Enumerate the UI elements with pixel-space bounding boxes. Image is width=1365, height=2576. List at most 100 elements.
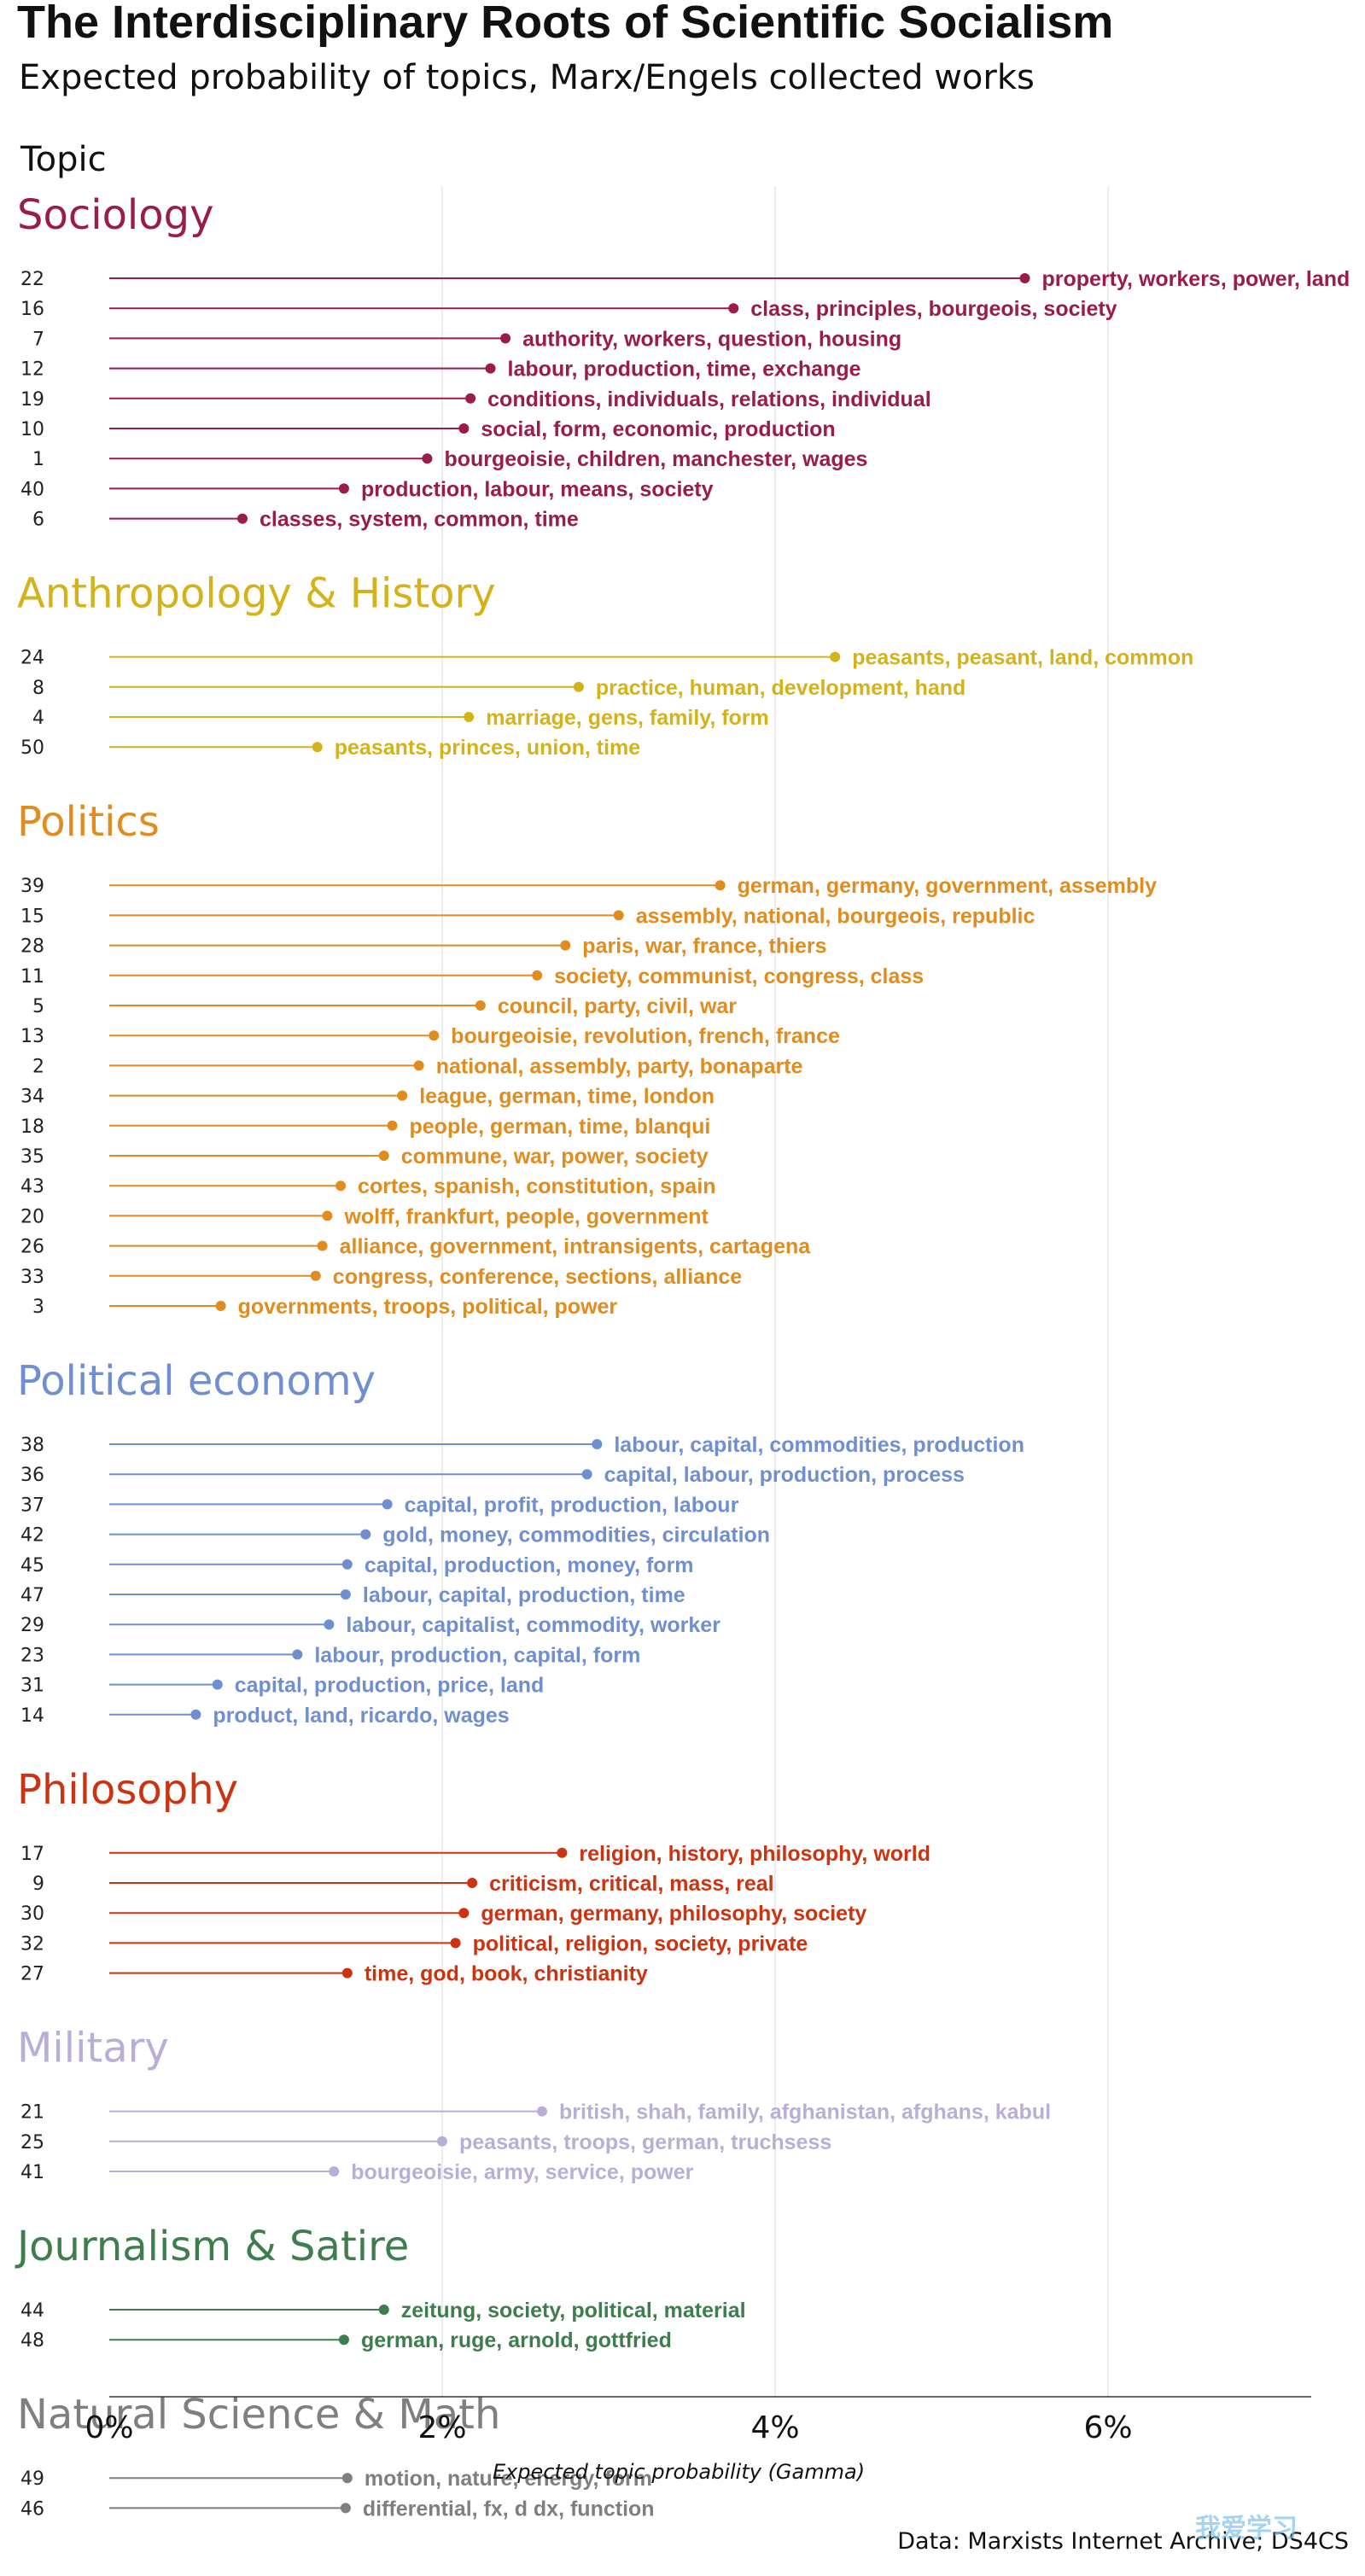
topic-id: 49: [20, 2468, 44, 2490]
topic-row: 9 criticism, critical, mass, real: [32, 1872, 774, 1896]
topic-label: class, principles, bourgeois, society: [750, 297, 1117, 321]
lollipop-dot: [335, 1180, 347, 1192]
topic-row: 8 practice, human, development, hand: [32, 676, 965, 700]
data-caption: Data: Marxists Internet Archive; DS4CS: [897, 2528, 1349, 2555]
group-title: Military: [17, 2025, 169, 2072]
topic-label: practice, human, development, hand: [596, 676, 965, 700]
lollipop-dot: [338, 483, 349, 494]
topic-label: german, germany, philosophy, society: [481, 1902, 866, 1926]
topic-id: 39: [20, 876, 44, 897]
grid-lines: [441, 186, 1109, 2397]
x-tick-label: 2%: [417, 2410, 466, 2445]
topic-group: Military 21 british, shah, family, afghani…: [17, 2025, 1051, 2184]
lollipop-dot: [1019, 273, 1030, 283]
topic-label: motion, nature, energy, form: [365, 2467, 652, 2491]
topic-id: 20: [20, 1206, 44, 1227]
topic-id: 21: [20, 2102, 44, 2124]
topic-id: 8: [32, 678, 44, 699]
topic-label: national, assembly, party, bonaparte: [436, 1054, 803, 1078]
topic-id: 28: [20, 936, 44, 958]
topic-id: 2: [32, 1056, 44, 1077]
lollipop-dot: [382, 1499, 393, 1510]
topic-label: labour, production, capital, form: [314, 1643, 640, 1667]
lollipop-dot: [728, 303, 739, 314]
topic-id: 40: [20, 479, 44, 500]
topic-id: 4: [32, 708, 44, 729]
topic-label: congress, conference, sections, alliance: [333, 1265, 742, 1289]
topic-id: 31: [20, 1676, 44, 1697]
lollipop-dot: [422, 453, 433, 464]
lollipop-dot: [475, 1000, 486, 1011]
topic-label: property, workers, power, land: [1042, 267, 1350, 291]
topic-row: 25 peasants, troops, german, truchsess: [20, 2130, 831, 2154]
topic-id: 26: [20, 1237, 44, 1258]
lollipop-dot: [212, 1679, 223, 1690]
topic-id: 42: [20, 1525, 44, 1547]
topic-label: labour, production, time, exchange: [508, 358, 861, 382]
topic-id: 22: [20, 269, 44, 290]
topic-label: capital, profit, production, labour: [405, 1493, 739, 1517]
x-tick-label: 4%: [750, 2410, 799, 2445]
topic-id: 34: [20, 1087, 44, 1108]
topic-label: religion, history, philosophy, world: [579, 1842, 930, 1866]
topic-label: peasants, troops, german, truchsess: [459, 2130, 831, 2154]
topic-row: 35 commune, war, power, society: [20, 1145, 709, 1169]
topic-row: 24 peasants, peasant, land, common: [20, 646, 1193, 670]
topic-id: 27: [20, 1964, 44, 1985]
topic-row: 31 capital, production, price, land: [20, 1674, 544, 1698]
topic-label: criticism, critical, mass, real: [489, 1872, 774, 1896]
topic-label: bourgeoisie, revolution, french, france: [451, 1024, 840, 1048]
topic-row: 21 british, shah, family, afghanistan, af…: [20, 2101, 1051, 2124]
topic-id: 25: [20, 2132, 44, 2153]
lollipop-dot: [450, 1938, 461, 1949]
topic-id: 11: [20, 966, 44, 988]
topic-id: 13: [20, 1026, 44, 1047]
topic-row: 41 bourgeoisie, army, service, power: [20, 2160, 694, 2184]
lollipop-dot: [387, 1120, 398, 1131]
topic-row: 38 labour, capital, commodities, producti…: [20, 1433, 1024, 1457]
topic-row: 44 zeitung, society, political, material: [20, 2299, 746, 2322]
topic-id: 6: [32, 510, 44, 531]
lollipop-dot: [310, 1270, 321, 1281]
topic-id: 29: [20, 1615, 44, 1636]
topic-id: 12: [20, 359, 44, 381]
topic-id: 16: [20, 299, 44, 320]
topic-id: 7: [32, 329, 44, 350]
topic-id: 43: [20, 1176, 44, 1198]
chart-title: The Interdisciplinary Roots of Scientifi…: [17, 0, 1113, 48]
group-title: Politics: [17, 798, 160, 846]
topic-id: 45: [20, 1555, 44, 1576]
topic-id: 37: [20, 1495, 44, 1516]
topic-row: 23 labour, production, capital, form: [20, 1643, 640, 1667]
topic-label: conditions, individuals, relations, indi…: [487, 388, 931, 411]
lollipop-dot: [292, 1649, 303, 1660]
topic-row: 33 congress, conference, sections, allian…: [20, 1265, 742, 1289]
lollipop-dot: [341, 1559, 353, 1570]
x-axis-title: Expected topic probability (Gamma): [493, 2460, 865, 2484]
topic-id: 33: [20, 1267, 44, 1288]
topic-label: alliance, government, intransigents, car…: [340, 1235, 812, 1259]
topic-row: 6 classes, system, common, time: [32, 508, 579, 532]
topic-row: 43 cortes, spanish, constitution, spain: [20, 1174, 716, 1198]
lollipop-dot: [830, 651, 841, 662]
topic-row: 7 authority, workers, question, housing: [32, 327, 901, 351]
topic-row: 39 german, germany, government, assembly: [20, 874, 1157, 898]
topic-id: 3: [32, 1297, 44, 1318]
topic-label: political, religion, society, private: [473, 1932, 808, 1955]
topic-label: classes, system, common, time: [260, 508, 579, 532]
topic-row: 3 governments, troops, political, power: [32, 1295, 617, 1319]
group-title: Natural Science & Math: [17, 2391, 500, 2439]
topic-label: cortes, spanish, constitution, spain: [358, 1174, 716, 1198]
topic-row: 37 capital, profit, production, labour: [20, 1493, 739, 1517]
lollipop-dot: [329, 2166, 340, 2177]
lollipop-dot: [537, 2106, 547, 2117]
lollipop-dot: [557, 1847, 568, 1858]
topic-label: capital, labour, production, process: [604, 1463, 965, 1487]
topic-id: 35: [20, 1146, 44, 1168]
lollipop-dot: [413, 1060, 424, 1071]
topic-label: labour, capitalist, commodity, worker: [346, 1613, 720, 1637]
topic-label: capital, production, money, form: [365, 1553, 694, 1577]
group-title: Journalism & Satire: [15, 2223, 409, 2270]
topic-label: governments, troops, political, power: [238, 1295, 618, 1319]
topic-label: time, god, book, christianity: [365, 1962, 648, 1986]
